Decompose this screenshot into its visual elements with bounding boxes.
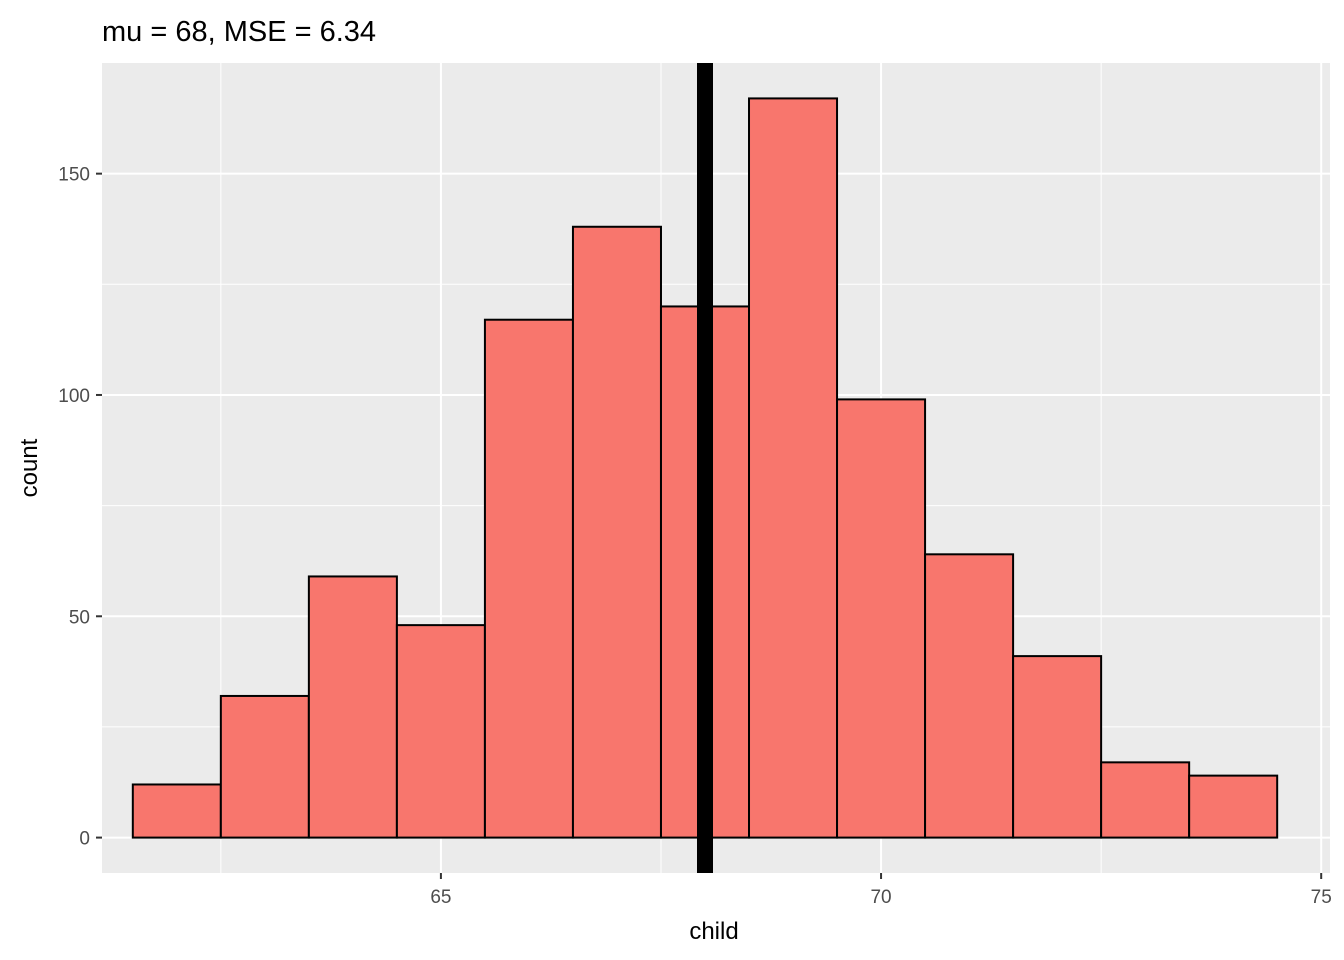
- histogram-bar: [219, 694, 310, 839]
- histogram-bar: [1188, 774, 1279, 839]
- x-axis: 65 70 75: [430, 873, 1332, 908]
- y-tick-label: 50: [69, 607, 90, 628]
- mean-line: [696, 63, 713, 873]
- bars: [131, 97, 1279, 839]
- histogram-bar: [307, 575, 398, 839]
- y-axis-title: count: [16, 438, 43, 497]
- x-axis-title: child: [689, 918, 738, 945]
- histogram-bar: [924, 553, 1015, 839]
- histogram-bar: [483, 318, 574, 839]
- y-tick-label: 150: [58, 165, 90, 186]
- histogram-bar: [395, 624, 486, 839]
- x-tick-label: 70: [870, 887, 891, 908]
- histogram-bar: [131, 783, 222, 839]
- x-tick-label: 65: [430, 887, 451, 908]
- mean-line-bar: [696, 63, 713, 873]
- y-axis: 0 50 100 150: [58, 165, 102, 850]
- x-tick-label: 75: [1311, 887, 1332, 908]
- histogram-bar: [1012, 655, 1103, 839]
- y-tick-label: 0: [79, 829, 90, 850]
- histogram-bar: [1100, 761, 1191, 839]
- chart-title: mu = 68, MSE = 6.34: [102, 16, 376, 48]
- histogram-bar: [836, 398, 927, 839]
- y-tick-label: 100: [58, 386, 90, 407]
- histogram-bar: [748, 97, 839, 839]
- histogram-bar: [571, 225, 662, 839]
